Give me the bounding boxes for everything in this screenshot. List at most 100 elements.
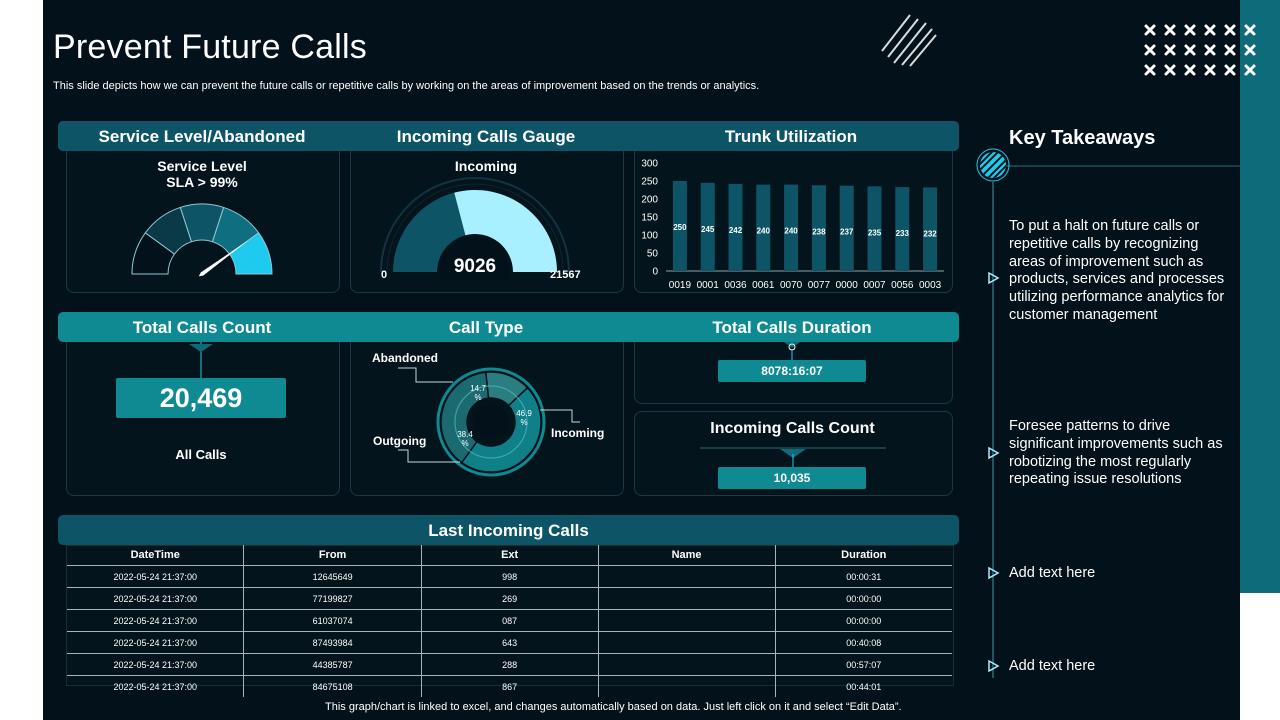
table-cell: 12645649 — [243, 565, 422, 588]
donut-inner-ring — [454, 385, 528, 459]
x-tick-label: 0001 — [697, 280, 720, 291]
striped-circle-icon — [976, 148, 1010, 182]
table-cell — [597, 587, 776, 610]
table-cell: 84675108 — [243, 675, 422, 697]
incoming-count-connector — [700, 447, 886, 468]
arrow-bullet-icon — [988, 271, 1000, 285]
bar-value-label: 238 — [812, 227, 826, 236]
x-tick-label: 0019 — [669, 280, 692, 291]
table-cell: 2022-05-24 21:37:00 — [67, 565, 244, 588]
table-cell — [597, 609, 776, 632]
footer-note: This graph/chart is linked to excel, and… — [325, 701, 902, 713]
x-mark — [1244, 24, 1256, 36]
donut-slice-outgoing — [440, 371, 490, 464]
table-row: 2022-05-24 21:37:00 44385787 288 00:57:07 — [67, 653, 952, 676]
total-calls-label: All Calls — [175, 447, 227, 462]
duration-value: 8078:16:07 — [718, 360, 866, 382]
service-level-header: Service Level/Abandoned — [98, 127, 306, 146]
hatch-icon — [881, 14, 937, 67]
trunk-bar — [700, 182, 715, 271]
last-calls-table: DateTime From Ext Name Duration 2022-05-… — [67, 545, 952, 697]
table-cell: 643 — [420, 631, 599, 654]
incoming-gauge-max: 21567 — [550, 269, 581, 281]
y-tick-label: 50 — [647, 249, 659, 260]
call-type-donut — [398, 367, 580, 477]
y-tick-label: 200 — [641, 195, 658, 206]
y-tick-label: 250 — [641, 177, 658, 188]
x-mark — [1184, 64, 1196, 76]
x-tick-label: 0003 — [919, 280, 942, 291]
trunk-header: Trunk Utilization — [724, 127, 858, 146]
trunk-bar — [811, 185, 826, 271]
table-cell — [597, 565, 776, 588]
table-cell: 288 — [420, 653, 599, 676]
incoming-label: Incoming — [551, 426, 605, 440]
table-header-row: DateTime From Ext Name Duration — [67, 545, 952, 566]
table-cell: 269 — [420, 587, 599, 610]
table-cell: 44385787 — [243, 653, 422, 676]
table-row: 2022-05-24 21:37:00 84675108 867 00:44:01 — [67, 675, 952, 697]
trunk-bar — [895, 187, 910, 271]
takeaway-2: Foresee patterns to drive significant im… — [1009, 418, 1223, 488]
gauge-remaining-arc — [454, 190, 557, 272]
call-type-header: Call Type — [448, 318, 524, 337]
bar-value-label: 250 — [673, 223, 687, 232]
table-cell: 867 — [420, 675, 599, 697]
bar-value-label: 242 — [729, 226, 743, 235]
incoming-leader — [540, 409, 580, 423]
table-cell — [597, 653, 776, 676]
trunk-bar — [672, 181, 687, 271]
takeaway-1: To put a halt on future calls or repetit… — [1009, 218, 1225, 323]
bar-value-label: 237 — [840, 228, 854, 237]
table-row: 2022-05-24 21:37:00 77199827 269 00:00:00 — [67, 587, 952, 610]
x-mark — [1204, 64, 1216, 76]
table-cell: 00:44:01 — [774, 675, 952, 697]
x-mark — [1244, 64, 1256, 76]
bar-value-label: 240 — [784, 227, 798, 236]
gauge-needle — [198, 239, 249, 277]
x-tick-label: 0000 — [836, 280, 859, 291]
x-mark — [1144, 24, 1156, 36]
incoming-gauge-header: Incoming Calls Gauge — [396, 127, 576, 146]
total-calls-value: 20,469 — [116, 378, 286, 418]
y-tick-label: 300 — [641, 159, 658, 170]
trunk-bar — [784, 184, 799, 271]
table-cell: 2022-05-24 21:37:00 — [67, 587, 244, 610]
incoming-count-header: Incoming Calls Count — [710, 420, 875, 437]
x-mark — [1244, 44, 1256, 56]
donut-hole — [473, 404, 509, 440]
bar-value-label: 235 — [868, 228, 882, 237]
x-mark — [1164, 64, 1176, 76]
table-row: 2022-05-24 21:37:00 61037074 087 00:00:00 — [67, 609, 952, 632]
table-cell: 00:00:00 — [774, 609, 952, 632]
table-cell: 998 — [420, 565, 599, 588]
table-cell: 2022-05-24 21:37:00 — [67, 653, 244, 676]
table-cell: 00:40:08 — [774, 631, 952, 654]
page-subtitle: This slide depicts how we can prevent th… — [53, 80, 760, 92]
row1-header-bar: Service Level/Abandoned Incoming Calls G… — [58, 121, 959, 151]
bar-value-label: 232 — [923, 229, 937, 238]
incoming-count-value: 10,035 — [718, 467, 866, 489]
table-cell — [597, 675, 776, 697]
outgoing-label: Outgoing — [373, 434, 427, 448]
column-header: Ext — [420, 545, 599, 566]
x-mark — [1144, 64, 1156, 76]
service-level-line1: Service Level — [157, 158, 247, 174]
incoming-gauge-value: 9026 — [453, 256, 497, 277]
trunk-chart: 300 250 200 150 100 50 0 250 0019 245 0001 242 0036 2… — [641, 159, 944, 291]
incoming-share: 46.9 % — [516, 409, 532, 427]
x-tick-label: 0070 — [780, 280, 803, 291]
x-mark — [1204, 44, 1216, 56]
table-row: 2022-05-24 21:37:00 87493984 643 00:40:08 — [67, 631, 952, 654]
trunk-bar — [756, 184, 771, 271]
table-cell: 00:00:31 — [774, 565, 952, 588]
outgoing-leader — [398, 449, 460, 463]
x-mark — [1184, 24, 1196, 36]
outgoing-share: 38.4 % — [457, 430, 473, 448]
gauge-value-arc — [393, 192, 466, 272]
x-mark — [1164, 24, 1176, 36]
total-calls-connector — [189, 342, 213, 378]
duration-header: Total Calls Duration — [712, 318, 872, 337]
x-mark — [1164, 44, 1176, 56]
arrow-bullet-icon — [988, 659, 1000, 673]
